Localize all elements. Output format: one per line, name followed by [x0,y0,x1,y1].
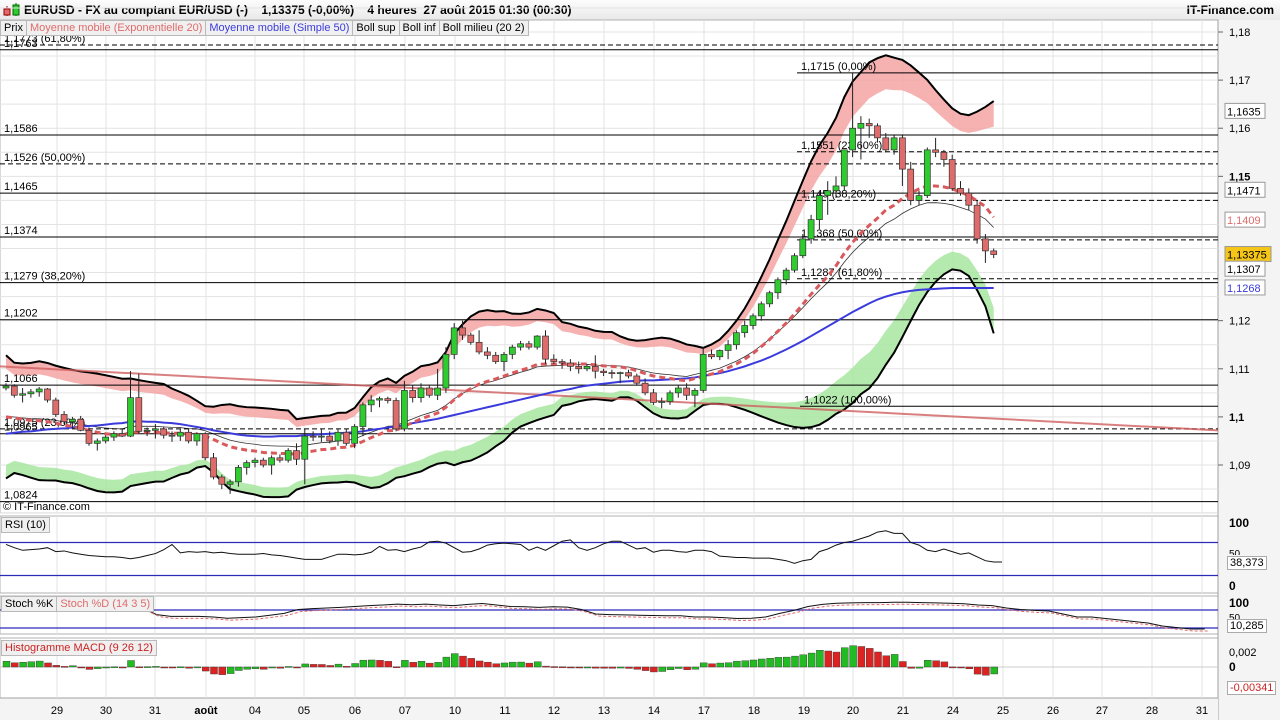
legend-boll-sup[interactable]: Boll sup [352,20,400,36]
macd-panel-label[interactable]: Histogramme MACD (9 26 12) [1,640,157,656]
svg-text:11: 11 [499,705,510,717]
stoch-axis-100: 100 [1229,596,1250,610]
svg-text:28: 28 [1146,705,1158,717]
svg-text:1,1374: 1,1374 [4,225,38,237]
svg-text:26: 26 [1047,705,1059,717]
svg-text:06: 06 [349,705,361,717]
svg-text:04: 04 [249,705,261,717]
svg-text:14: 14 [648,705,660,717]
svg-text:1,1: 1,1 [1229,412,1244,424]
svg-text:21: 21 [897,705,909,717]
svg-text:1,1465: 1,1465 [4,181,38,193]
rsi-axis-100: 100 [1229,516,1250,530]
svg-text:1,1202: 1,1202 [4,308,38,320]
svg-text:1,15: 1,15 [1229,171,1250,183]
svg-text:17: 17 [698,705,710,717]
legend-ema20[interactable]: Moyenne mobile (Exponentielle 20) [25,20,207,36]
svg-text:31: 31 [1196,705,1208,717]
svg-text:1,1066: 1,1066 [4,373,38,385]
stoch-d-label[interactable]: Stoch %D (14 3 5) [56,596,155,612]
svg-text:1,1287 (61,80%): 1,1287 (61,80%) [801,267,882,279]
macd-axis-0: 0 [1229,660,1236,674]
svg-text:1,1268: 1,1268 [1227,283,1261,295]
svg-text:1,12: 1,12 [1229,316,1250,328]
svg-text:31: 31 [149,705,161,717]
chart-title: EURUSD - FX au comptant EUR/USD (-) 1,13… [24,3,572,17]
svg-text:07: 07 [399,705,411,717]
svg-text:20: 20 [847,705,859,717]
svg-text:1,1635: 1,1635 [1227,106,1261,118]
stoch-panel-legend: Stoch %K Stoch %D (14 3 5) [1,596,155,612]
svg-text:13: 13 [598,705,610,717]
svg-text:1,09: 1,09 [1229,460,1250,472]
svg-text:1,16: 1,16 [1229,123,1250,135]
svg-text:27: 27 [1096,705,1108,717]
indicator-legend: Prix Moyenne mobile (Exponentielle 20) M… [0,20,529,36]
svg-text:12: 12 [548,705,560,717]
svg-text:1,1526 (50,00%): 1,1526 (50,00%) [4,152,85,164]
svg-text:18: 18 [748,705,760,717]
svg-text:29: 29 [51,705,63,717]
legend-prix[interactable]: Prix [0,20,27,36]
rsi-panel-label[interactable]: RSI (10) [1,517,50,533]
svg-text:05: 05 [298,705,310,717]
svg-text:1,1409: 1,1409 [1227,215,1261,227]
svg-text:1,0824: 1,0824 [4,490,38,502]
title-bar: EURUSD - FX au comptant EUR/USD (-) 1,13… [0,0,1280,21]
legend-sma50[interactable]: Moyenne mobile (Simple 50) [205,20,354,36]
svg-text:1,1586: 1,1586 [4,123,38,135]
svg-text:1,18: 1,18 [1229,27,1250,39]
svg-text:1,11: 1,11 [1229,364,1250,376]
stoch-value: 10,285 [1227,619,1267,633]
svg-text:19: 19 [798,705,810,717]
rsi-axis-50: 50 [1229,549,1241,555]
svg-text:1,1715 (0,00%): 1,1715 (0,00%) [801,61,876,73]
stoch-k-label[interactable]: Stoch %K [1,596,58,612]
svg-text:1,17: 1,17 [1229,75,1250,87]
stoch-axis-50: 50 [1229,613,1241,619]
legend-boll-inf[interactable]: Boll inf [398,20,440,36]
watermark: © IT-Finance.com [3,501,90,513]
svg-text:30: 30 [100,705,112,717]
rsi-axis-0: 0 [1229,579,1236,593]
svg-text:août: août [194,705,218,717]
macd-value: -0,00341 [1227,681,1277,695]
svg-text:1,13375: 1,13375 [1227,250,1267,262]
macd-axis-002: 0,002 [1229,647,1257,659]
svg-text:10: 10 [449,705,461,717]
svg-text:1,1279 (38,20%): 1,1279 (38,20%) [4,271,85,283]
svg-text:1,1763: 1,1763 [4,38,38,50]
svg-text:1,1307: 1,1307 [1227,264,1261,276]
rsi-value: 38,373 [1227,556,1267,570]
svg-text:24: 24 [947,705,959,717]
svg-text:1,1022 (100,00%): 1,1022 (100,00%) [804,394,891,406]
svg-text:25: 25 [997,705,1009,717]
svg-text:1,1551 (23,60%): 1,1551 (23,60%) [801,140,882,152]
brand-label: IT-Finance.com [1186,3,1274,17]
svg-text:1,1471: 1,1471 [1227,185,1261,197]
legend-boll-milieu[interactable]: Boll milieu (20 2) [438,20,529,36]
